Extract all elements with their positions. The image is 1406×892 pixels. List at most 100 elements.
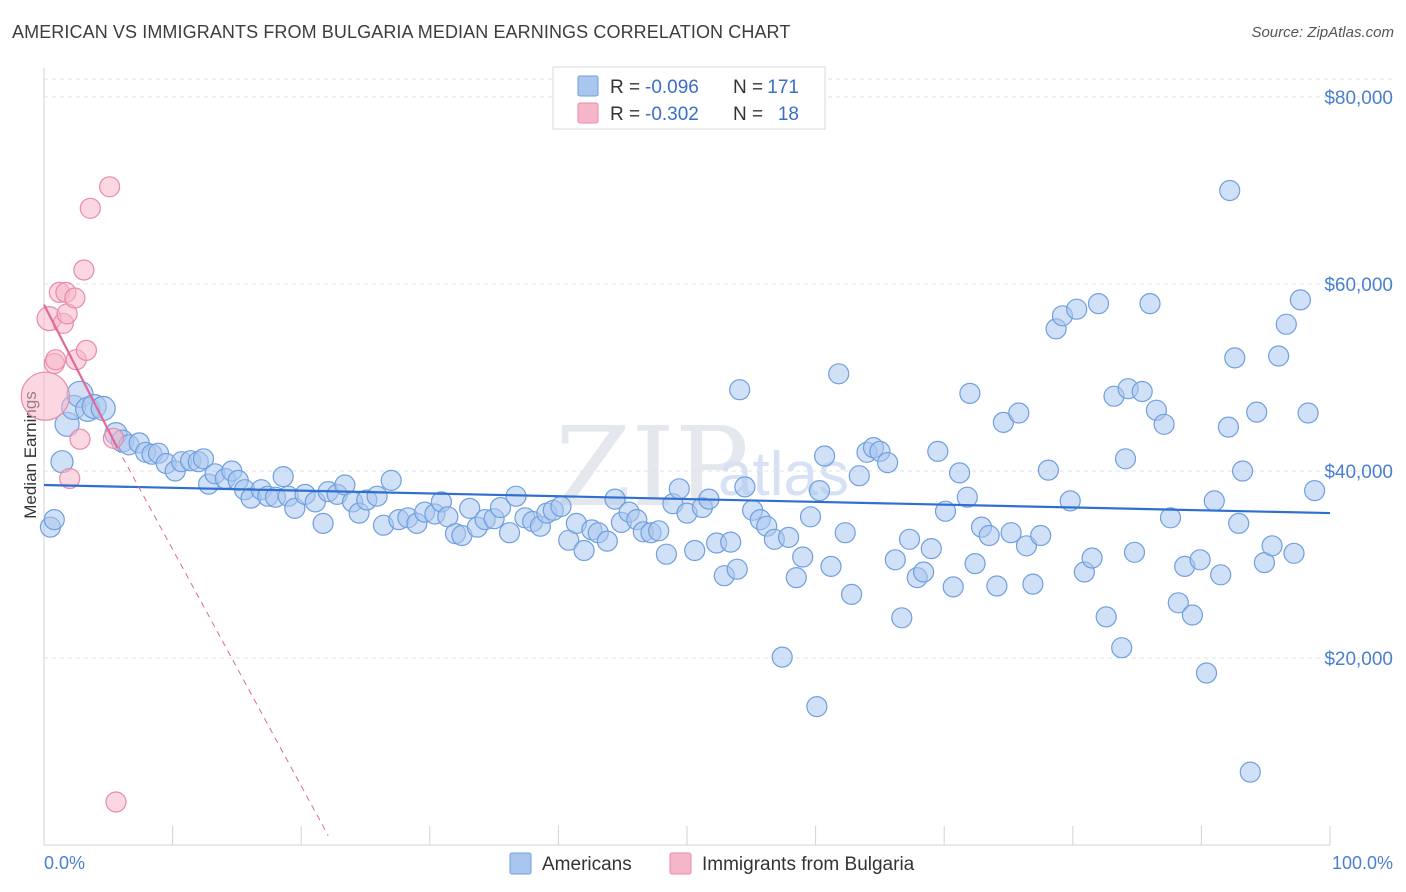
point-americans-105 — [820, 555, 842, 578]
point-americans-60 — [489, 496, 512, 519]
point-americans-92 — [726, 558, 748, 580]
point-americans-172 — [1303, 480, 1326, 502]
legend-n-value-bulgaria: 18 — [778, 104, 799, 125]
point-americans-116 — [898, 528, 921, 550]
point-americans-98 — [771, 646, 793, 668]
point-americans-169 — [1283, 542, 1305, 564]
point-americans-109 — [848, 465, 870, 487]
point-americans-145 — [1111, 637, 1133, 659]
point-americans-161 — [1224, 347, 1246, 369]
point-americans-128 — [986, 575, 1008, 597]
point-americans-167 — [1267, 345, 1290, 367]
point-americans-100 — [785, 566, 807, 589]
point-americans-115 — [891, 607, 913, 629]
point-americans-164 — [1246, 401, 1268, 423]
point-bulgaria-17 — [105, 791, 127, 813]
trend-line-bulgaria-extension — [116, 447, 329, 836]
bottom-legend-swatch-bulgaria — [669, 852, 692, 875]
point-americans-68 — [550, 495, 572, 518]
point-americans-142 — [1087, 293, 1110, 315]
x-ticks — [172, 826, 1331, 845]
point-americans-177 — [808, 480, 831, 502]
point-americans-91 — [720, 531, 742, 553]
point-bulgaria-13 — [75, 339, 98, 361]
point-americans-44 — [366, 485, 388, 507]
legend-swatch-americans — [577, 75, 599, 97]
point-americans-46 — [380, 469, 402, 491]
series-immigrants-bulgaria — [20, 176, 127, 813]
y-tick-label-3: $80,000 — [1324, 88, 1393, 109]
point-americans-176 — [959, 382, 981, 404]
point-americans-162 — [1231, 460, 1254, 482]
point-americans-147 — [1123, 541, 1146, 563]
point-americans-141 — [1081, 547, 1103, 569]
point-americans-152 — [1159, 507, 1182, 529]
point-americans-178 — [729, 379, 751, 401]
point-americans-1 — [43, 508, 65, 531]
point-americans-86 — [684, 539, 706, 562]
point-americans-121 — [934, 500, 957, 522]
point-americans-106 — [828, 363, 850, 385]
point-americans-134 — [1030, 524, 1052, 547]
point-americans-102 — [799, 506, 822, 528]
x-tick-label-100: 100.0% — [1332, 853, 1393, 873]
point-americans-122 — [942, 576, 964, 598]
point-americans-118 — [912, 561, 935, 583]
x-tick-label-0: 0.0% — [44, 853, 85, 873]
point-americans-81 — [648, 520, 670, 542]
trend-line-bulgaria — [43, 304, 119, 449]
point-americans-148 — [1131, 380, 1153, 403]
point-bulgaria-14 — [79, 197, 101, 219]
point-americans-158 — [1203, 490, 1225, 512]
point-americans-32 — [272, 466, 294, 488]
point-americans-99 — [777, 526, 800, 549]
watermark-zip: ZIP — [555, 403, 749, 531]
point-americans-173 — [1219, 179, 1241, 202]
point-bulgaria-11 — [69, 428, 91, 450]
point-americans-166 — [1261, 535, 1283, 557]
point-americans-56 — [459, 497, 481, 519]
point-americans-130 — [1000, 522, 1022, 544]
point-americans-149 — [1139, 293, 1161, 315]
point-americans-168 — [1275, 313, 1297, 335]
point-americans-84 — [668, 478, 690, 500]
point-americans-108 — [840, 583, 863, 606]
point-bulgaria-15 — [98, 176, 121, 198]
point-americans-133 — [1022, 573, 1044, 595]
point-americans-37 — [312, 512, 334, 535]
point-americans-120 — [927, 440, 949, 462]
point-americans-171 — [1297, 402, 1319, 424]
point-americans-175 — [1114, 448, 1137, 470]
point-americans-174 — [1228, 512, 1250, 535]
point-americans-157 — [1195, 662, 1218, 684]
point-americans-124 — [956, 486, 978, 508]
legend-n-label-americans: N = — [733, 77, 768, 98]
point-bulgaria-0 — [20, 371, 70, 421]
point-americans-114 — [884, 549, 906, 571]
bottom-legend-label-americans: Americans — [542, 854, 632, 875]
point-americans-135 — [1037, 459, 1060, 481]
point-americans-119 — [920, 537, 942, 560]
point-americans-156 — [1189, 549, 1211, 571]
point-americans-155 — [1181, 604, 1204, 626]
point-americans-123 — [948, 462, 971, 484]
point-americans-93 — [734, 476, 756, 498]
point-americans-61 — [498, 522, 521, 544]
point-bulgaria-8 — [59, 467, 81, 490]
point-americans-159 — [1210, 564, 1232, 586]
point-americans-153 — [1167, 592, 1189, 614]
point-americans-74 — [596, 530, 618, 552]
point-americans-75 — [604, 488, 626, 510]
point-americans-151 — [1153, 413, 1175, 435]
point-americans-82 — [655, 543, 678, 565]
legend-r-value-americans: -0.096 — [645, 77, 699, 98]
legend-swatch-bulgaria — [577, 102, 599, 124]
bottom-legend-label-bulgaria: Immigrants from Bulgaria — [702, 854, 915, 875]
point-americans-107 — [834, 522, 856, 544]
source-credit: Source: ZipAtlas.com — [1251, 24, 1394, 41]
point-americans-104 — [813, 445, 836, 467]
point-americans-71 — [573, 539, 595, 562]
y-tick-label-0: $20,000 — [1324, 649, 1393, 670]
legend-n-value-americans: 171 — [767, 77, 799, 98]
